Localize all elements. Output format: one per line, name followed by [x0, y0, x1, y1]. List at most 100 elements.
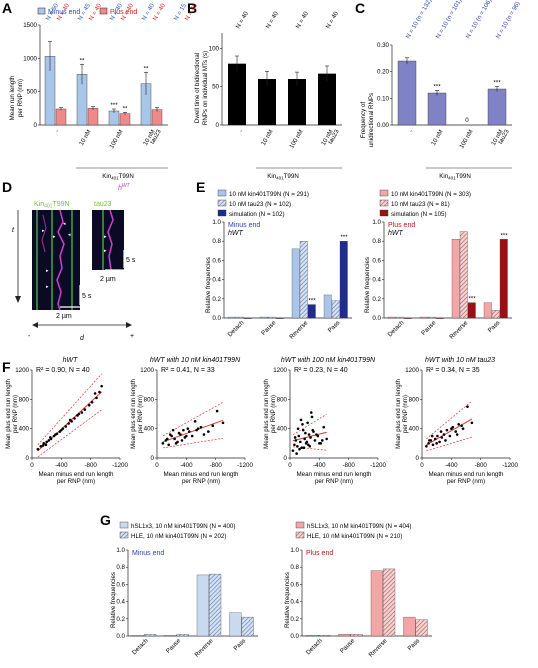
E-left-bar — [331, 300, 340, 319]
svg-text:▸: ▸ — [46, 268, 49, 274]
F-point — [438, 440, 441, 444]
panel-B-letter: B — [187, 0, 197, 16]
svg-text:▸: ▸ — [53, 234, 56, 240]
F-point — [296, 444, 299, 448]
F-ytick-label: 800 — [144, 396, 155, 403]
panel-F-letter: F — [2, 359, 11, 375]
panel-F: 0 -400 -800 -1200 0 400 800 1200 hWT R² = 0.90, N… — [5, 357, 518, 485]
F-point — [298, 440, 302, 444]
F-point — [303, 437, 306, 441]
F-ytick-label: 0 — [26, 455, 30, 462]
svg-text:▸: ▸ — [104, 234, 107, 240]
F-point — [202, 433, 206, 436]
F-point — [310, 415, 314, 419]
C-significance: *** — [493, 79, 501, 86]
E-right-xtick-label: Pass — [487, 319, 502, 334]
F-point — [308, 444, 312, 448]
E-right-bar — [467, 302, 476, 319]
F-ytick-label: 400 — [19, 426, 30, 433]
E-left-bar — [299, 241, 308, 319]
hwt-label: hWT — [118, 183, 131, 192]
A-significance: ** — [123, 105, 128, 112]
A-ylabel-line2: per RNP (nm) — [17, 79, 24, 117]
E-left-significance: *** — [308, 298, 316, 305]
A-bar-plus — [87, 108, 99, 126]
F-point — [309, 411, 313, 414]
B-ytick-label: 0 — [216, 122, 220, 129]
F-point — [80, 411, 84, 414]
G-right-ytick-label: 0.6 — [290, 581, 299, 588]
F-point — [100, 384, 103, 388]
A-ytick-label: 0 — [34, 122, 38, 129]
E-right-bar — [483, 302, 492, 319]
F-point — [304, 431, 307, 435]
F-point — [307, 433, 311, 436]
F-point — [301, 428, 305, 432]
F-point — [199, 425, 203, 429]
G-left-ytick-label: 0.0 — [116, 633, 125, 640]
A-significance: *** — [110, 102, 118, 109]
G-right-title: Plus end — [306, 550, 333, 557]
B-ytick-label: 100 — [209, 45, 220, 52]
G-left-ytick-label: 0.8 — [116, 564, 125, 571]
F-xlabel: Mean minus end run length — [297, 471, 373, 478]
G-right-bar — [415, 619, 428, 637]
G-left-ytick-label: 0.4 — [116, 599, 125, 606]
G-right-xtick-label: Detach — [305, 637, 324, 656]
E-left-bar — [291, 248, 300, 319]
F-point — [295, 452, 298, 455]
F-point — [309, 436, 312, 439]
F-ytick-label: 0 — [151, 455, 155, 462]
scale-time-2: 5 s — [126, 257, 136, 264]
C-ylabel-line2: unidirectional RNPs — [368, 93, 375, 147]
A-significance: ** — [80, 57, 85, 64]
F-point — [83, 408, 87, 411]
F-point — [42, 442, 46, 445]
F-plot-title: hWT with 10 nM tau23 — [425, 357, 495, 364]
G-left-xtick-label: Detach — [131, 637, 150, 656]
B-bar — [318, 73, 336, 125]
F-point — [433, 437, 437, 441]
E-right-bar — [403, 317, 412, 319]
G-ylabel-right: Relative frequencies — [284, 572, 291, 628]
kymograph-2 — [92, 210, 124, 270]
F-point — [306, 421, 309, 425]
F-point — [302, 446, 306, 450]
E-right-ytick-label: 0.8 — [372, 238, 381, 245]
E-right-legend-label: simulation (N = 105) — [391, 211, 447, 218]
F-ylabel: Mean plus end run length — [263, 379, 270, 449]
F-ylabel: per RNP (nm) — [12, 395, 19, 433]
G-left-legend-swatch — [119, 531, 129, 539]
F-point — [454, 430, 458, 433]
E-left-title: Minus end — [228, 222, 260, 229]
E-right-legend-label: 10 nM kin401T99N (N = 303) — [391, 191, 471, 198]
E-left-xtick-label: Pass — [327, 319, 342, 334]
G-right-bar — [350, 634, 363, 637]
A-ylabel-line1: Mean run length — [9, 75, 16, 120]
C-ytick-label: 0.10 — [377, 95, 390, 102]
B-bar — [288, 79, 306, 125]
F-point — [77, 412, 81, 416]
G-left-legend-swatch — [119, 521, 129, 529]
F-point — [174, 442, 178, 445]
G-right-bar — [370, 570, 383, 637]
F-point — [187, 430, 191, 433]
G-left-ytick-label: 0.6 — [116, 581, 125, 588]
F-ylabel: per RNP (nm) — [137, 395, 144, 433]
B-xtick-label: - — [238, 129, 245, 134]
G-right-bar — [403, 616, 416, 637]
time-axis-label: t — [12, 227, 15, 234]
F-point — [185, 434, 188, 438]
F-point — [196, 427, 200, 430]
A-xtick-label: 10 nM — [78, 129, 93, 147]
C-ytick-label: 0.00 — [377, 122, 390, 129]
G-left-xtick-label: Pass — [232, 637, 247, 652]
panel-D-letter: D — [2, 179, 12, 195]
F-xlabel: Mean minus end run length — [164, 471, 240, 478]
F-ci-lower — [292, 446, 327, 451]
F-ci-lower — [37, 409, 102, 458]
E-right-xtick-label: Reverse — [448, 319, 470, 341]
G-left-legend-label: hSL1x3, 10 nM kin401T99N (N = 400) — [131, 523, 235, 530]
F-point — [436, 434, 439, 438]
direction-axis-label: d — [80, 335, 85, 342]
